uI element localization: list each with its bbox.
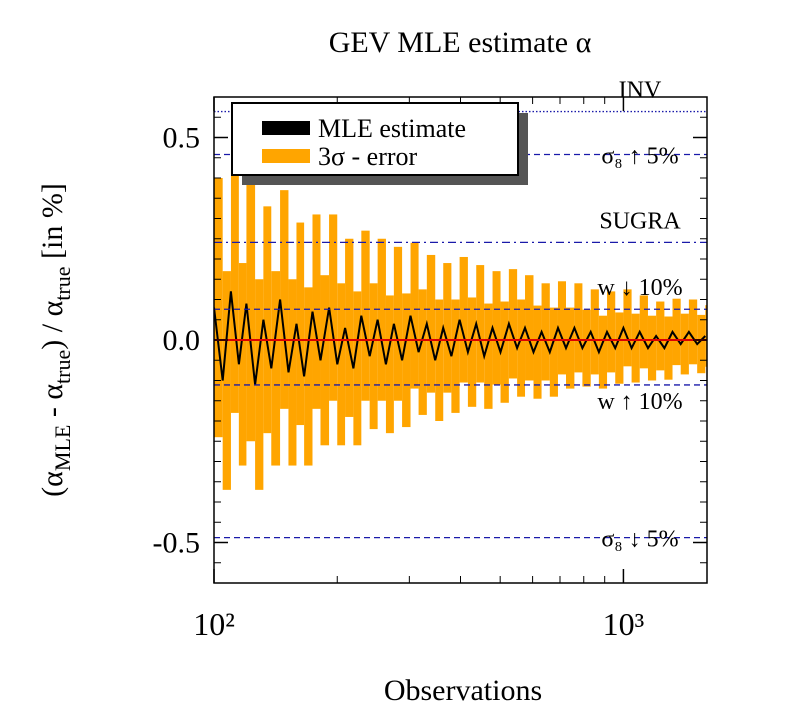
error-bar — [426, 254, 436, 393]
error-bar — [697, 314, 706, 374]
error-bar — [296, 222, 305, 426]
chart-title: GEV MLE estimate α — [329, 26, 592, 59]
error-bar — [320, 275, 330, 446]
error-bar — [230, 169, 239, 413]
error-bar — [353, 291, 362, 446]
error-bar — [549, 307, 558, 397]
error-bar — [377, 238, 386, 401]
error-bar — [246, 165, 256, 442]
y-axis-label-part: [in %] — [36, 183, 69, 266]
error-bar — [623, 289, 632, 367]
error-bar — [533, 305, 542, 399]
error-bar — [525, 275, 534, 381]
error-bar — [288, 279, 297, 466]
error-bar — [541, 283, 550, 381]
error-bar — [590, 289, 599, 375]
error-bar — [271, 271, 281, 466]
error-bar — [467, 297, 477, 407]
y-axis-label-part: true — [50, 266, 75, 300]
error-bar — [688, 299, 698, 365]
error-bar — [656, 301, 665, 371]
error-bar — [263, 206, 272, 434]
error-bar — [459, 256, 468, 383]
plot-area: INV σ₈ ↑ 5% SUGRA w ↓ 10% w ↑ 10% σ₈ ↓ 5% — [213, 78, 708, 584]
reference-label: σ₈ ↑ 5% — [601, 144, 678, 170]
error-bar — [631, 313, 640, 383]
estimate-line — [214, 291, 707, 385]
error-bar — [214, 178, 223, 438]
error-bar — [329, 214, 338, 401]
error-bar — [435, 299, 444, 421]
error-bar — [238, 263, 247, 466]
y-axis-label-part: - α — [36, 384, 69, 425]
legend-swatch — [262, 149, 310, 163]
error-bar — [484, 303, 493, 409]
error-bar — [680, 313, 689, 375]
x-axis-label: Observations — [384, 674, 542, 707]
error-bar — [492, 271, 501, 385]
x-tick-label: 10³ — [603, 606, 645, 642]
error-bar — [598, 315, 608, 389]
error-bar — [705, 305, 707, 367]
y-axis-label-part: MLE — [50, 425, 75, 471]
error-bar — [385, 295, 394, 434]
legend-label: 3σ - error — [318, 142, 418, 171]
error-bar — [557, 281, 567, 375]
error-bar — [500, 301, 509, 403]
legend-label: MLE estimate — [318, 114, 466, 143]
error-bar — [402, 293, 411, 428]
error-bar — [566, 307, 575, 389]
error-bar — [312, 214, 321, 409]
error-bar — [476, 265, 485, 383]
y-axis-label-part: ) / α — [36, 300, 69, 349]
error-bar — [517, 299, 526, 397]
reference-label: w ↓ 10% — [597, 275, 682, 301]
error-bar — [345, 238, 354, 417]
error-bar — [451, 299, 460, 413]
error-bar — [664, 316, 673, 380]
error-bar — [304, 287, 313, 466]
error-bar — [280, 190, 289, 409]
error-bar — [582, 309, 591, 387]
y-tick-label: 0.0 — [163, 324, 201, 357]
error-bar — [393, 246, 403, 401]
error-bar — [639, 295, 648, 369]
error-bar — [647, 315, 657, 381]
reference-label: SUGRA — [599, 208, 681, 234]
y-axis-label-part: (α — [36, 471, 69, 497]
error-bar — [672, 298, 681, 366]
y-tick-label: -0.5 — [153, 527, 201, 560]
x-tick-label: 10² — [193, 606, 235, 642]
error-bar — [607, 291, 616, 373]
data-layer — [214, 165, 707, 490]
error-bar — [418, 289, 427, 415]
error-bar — [222, 271, 231, 490]
y-axis-label: (αMLE - αtrue) / αtrue [in %] — [36, 183, 75, 497]
error-bar — [443, 263, 452, 393]
error-bar — [369, 283, 378, 430]
error-bar — [615, 312, 624, 384]
reference-label: w ↑ 10% — [597, 389, 682, 415]
error-bar — [361, 230, 370, 401]
reference-label: INV — [619, 78, 662, 104]
reference-label: σ₈ ↓ 5% — [601, 527, 678, 553]
error-bar — [337, 283, 346, 446]
y-axis-label-part: true — [50, 350, 75, 384]
legend-swatch — [262, 121, 310, 135]
y-tick-label: 0.5 — [163, 122, 201, 155]
error-bar — [574, 283, 583, 373]
error-bar — [410, 242, 419, 389]
error-bar — [508, 269, 518, 379]
